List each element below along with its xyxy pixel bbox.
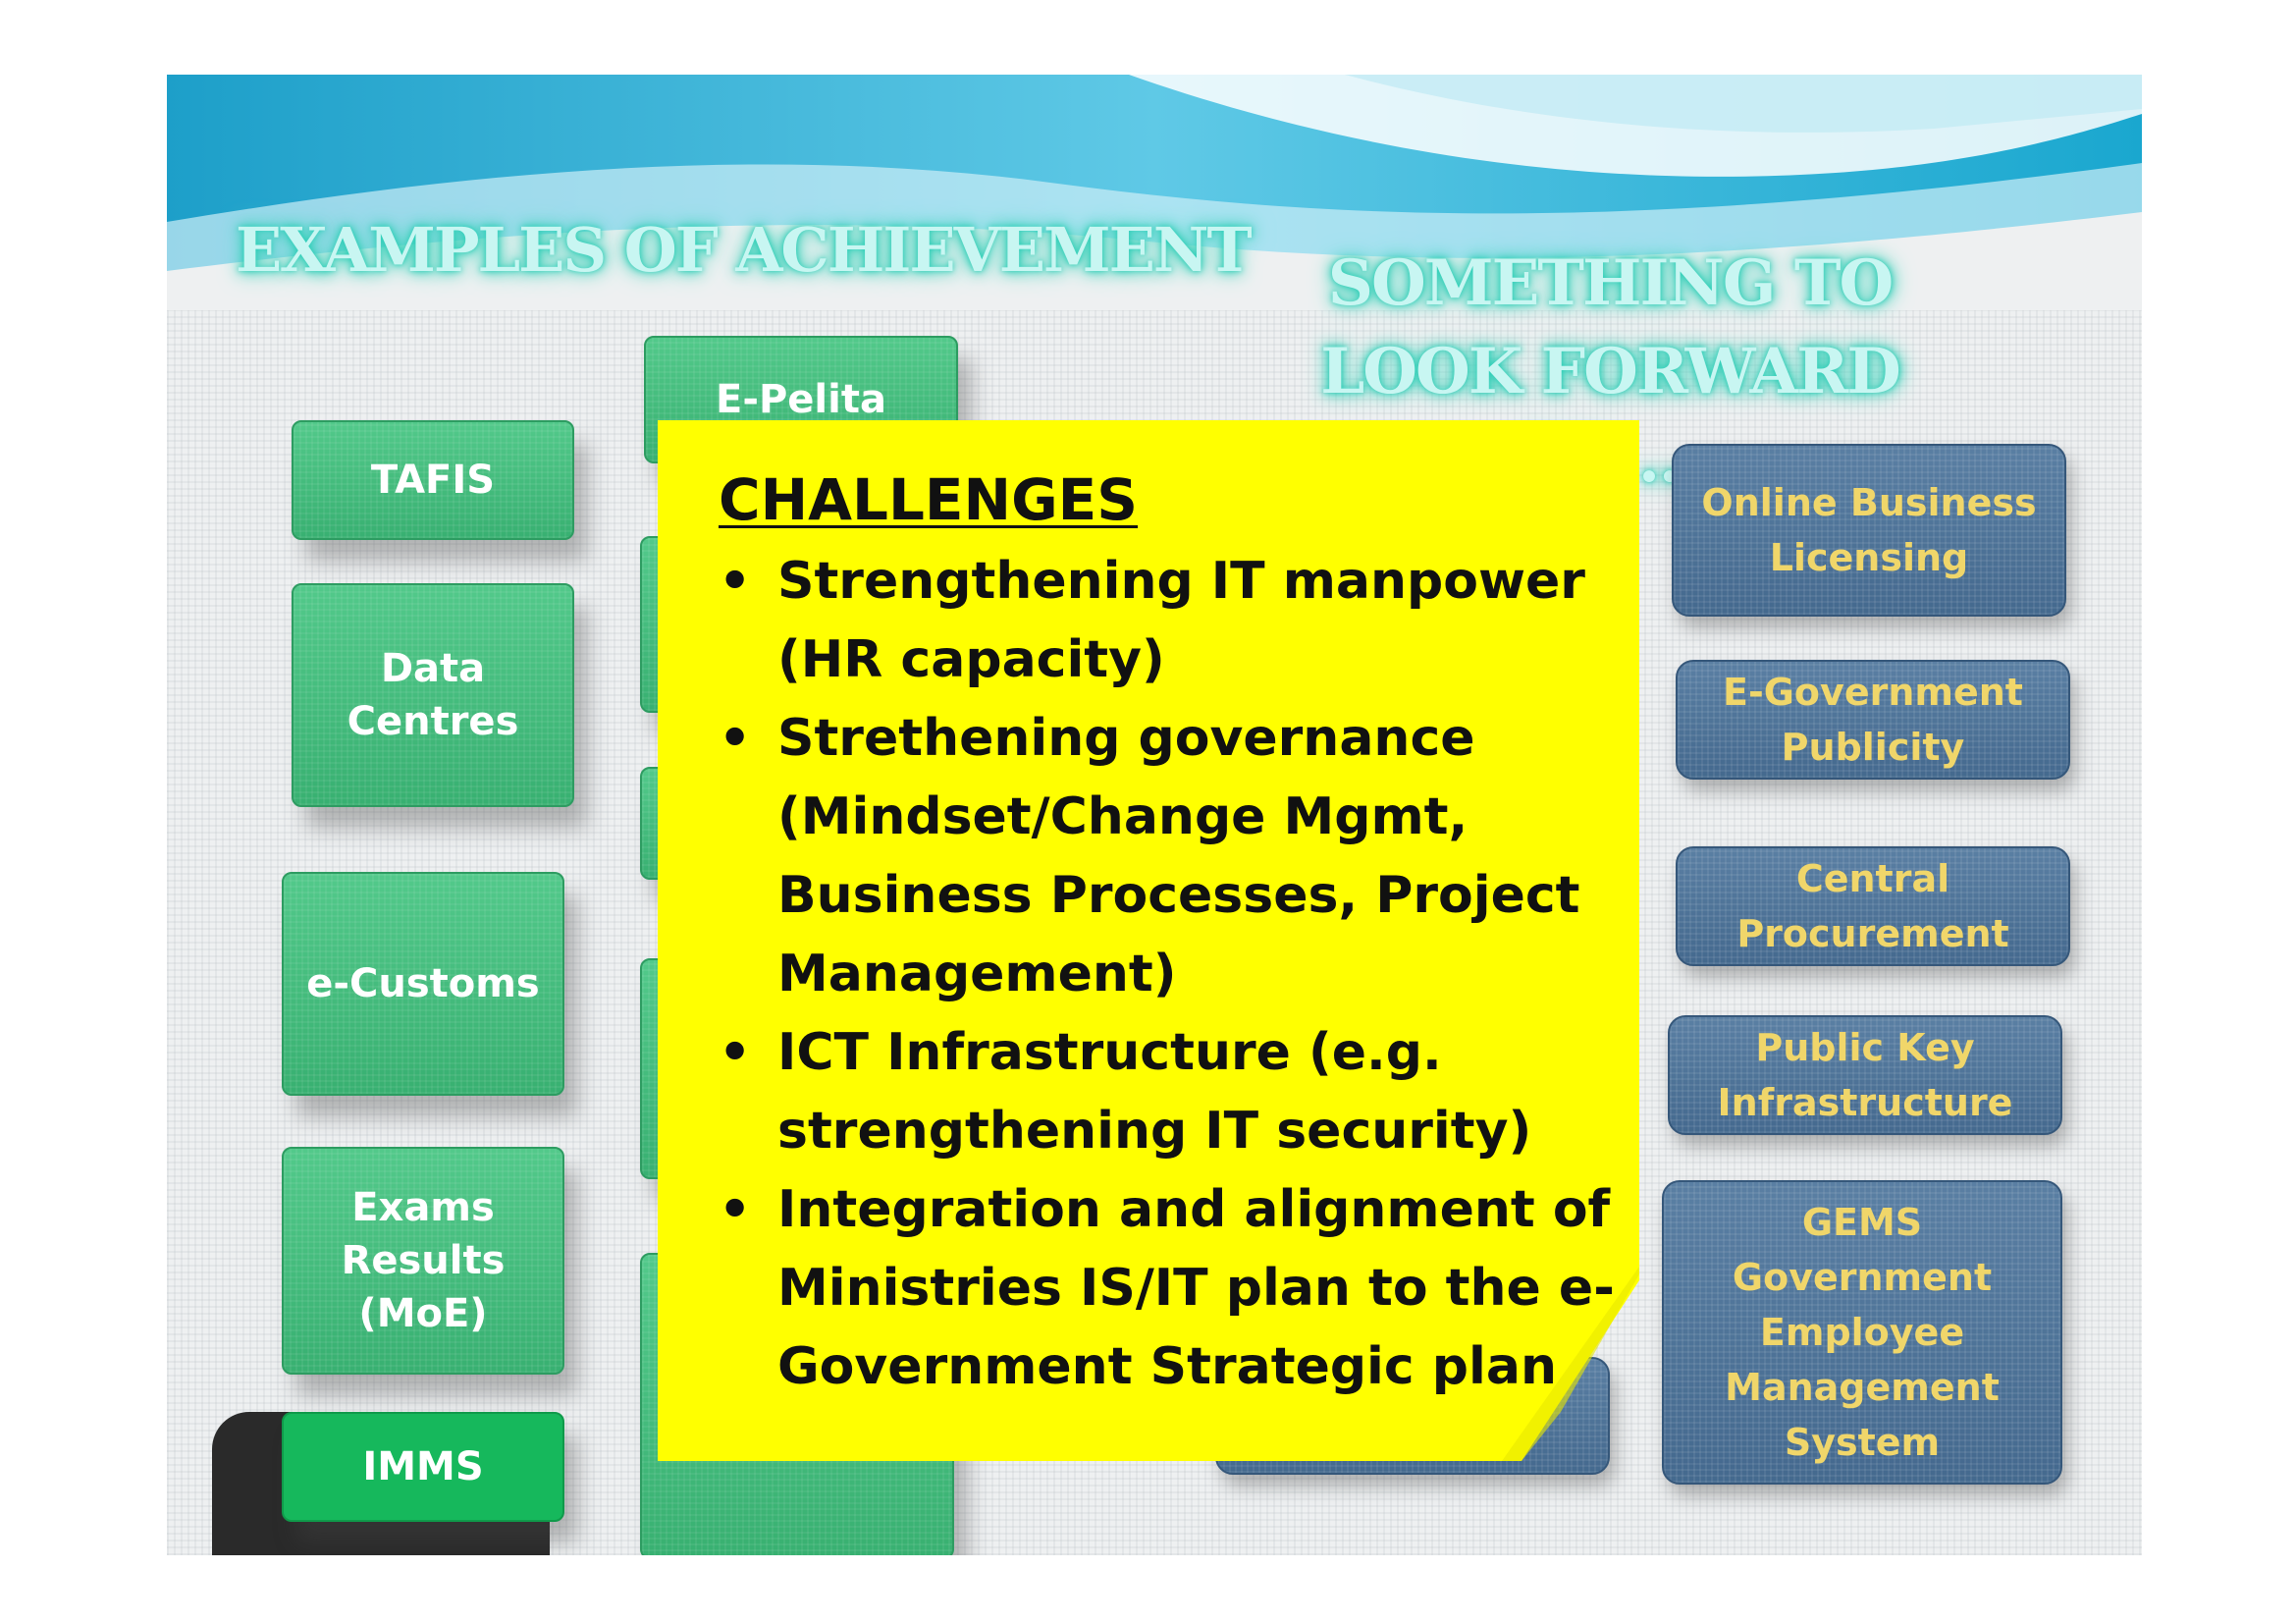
challenges-panel: CHALLENGES Strengthening IT manpower (HR… bbox=[658, 420, 1639, 1461]
achievement-imms: IMMS bbox=[282, 1412, 564, 1522]
achievement-exams-results: Exams Results (MoE) bbox=[282, 1147, 564, 1375]
achievement-data-centres: Data Centres bbox=[292, 583, 574, 807]
challenge-item: Strengthening IT manpower (HR capacity) bbox=[719, 542, 1631, 699]
challenges-list: Strengthening IT manpower (HR capacity) … bbox=[719, 542, 1631, 1406]
challenge-item: ICT Infrastructure (e.g. strengthening I… bbox=[719, 1013, 1631, 1170]
achievement-ecustoms: e-Customs bbox=[282, 872, 564, 1096]
forward-online-business-licensing: Online Business Licensing bbox=[1672, 444, 2066, 617]
achievement-tafis: TAFIS bbox=[292, 420, 574, 540]
forward-gems: GEMS Government Employee Management Syst… bbox=[1662, 1180, 2062, 1485]
forward-public-key-infrastructure: Public Key Infrastructure bbox=[1668, 1015, 2062, 1135]
challenge-item: Strethening governance (Mindset/Change M… bbox=[719, 699, 1631, 1013]
challenge-item: Integration and alignment of Ministries … bbox=[719, 1170, 1631, 1406]
forward-central-procurement: Central Procurement bbox=[1676, 846, 2070, 966]
examples-heading: EXAMPLES OF ACHIEVEMENT bbox=[236, 214, 1253, 286]
challenges-title: CHALLENGES bbox=[719, 466, 1139, 533]
forward-egov-publicity: E-Government Publicity bbox=[1676, 660, 2070, 780]
wave-banner bbox=[167, 75, 2142, 310]
